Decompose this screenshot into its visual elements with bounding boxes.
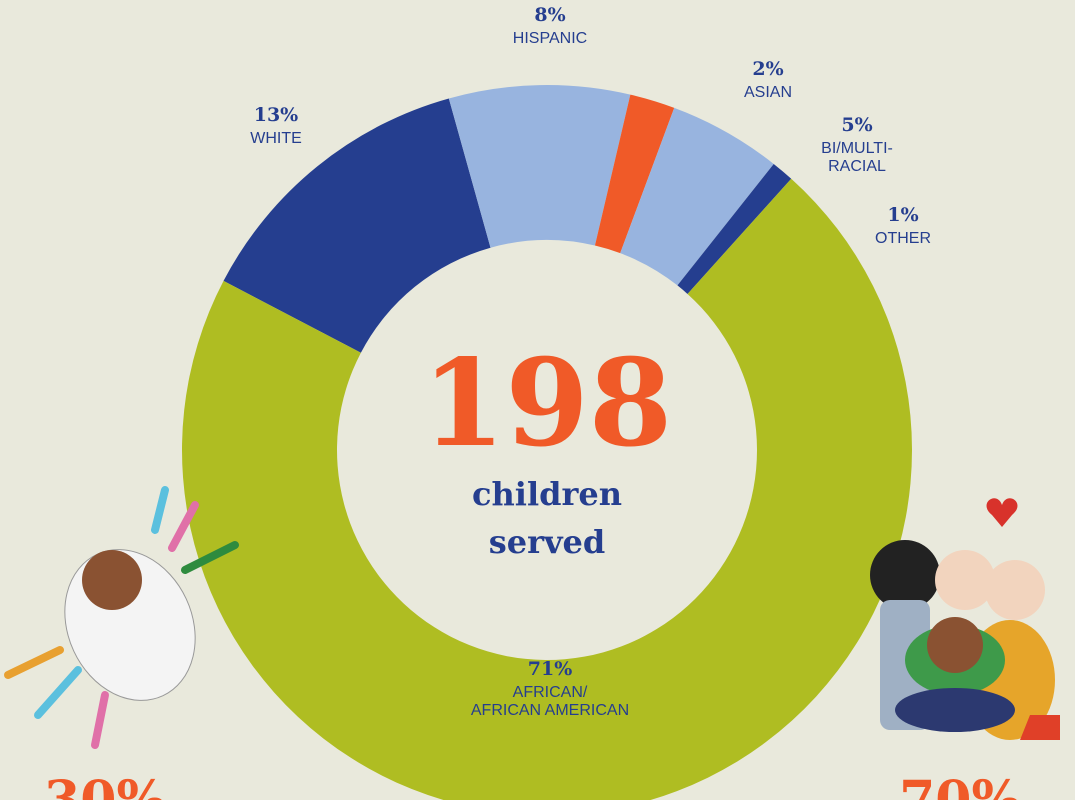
donut-slice [620,107,774,286]
donut-slice [594,94,675,254]
baby-illustration [4,486,239,749]
donut [182,85,912,800]
center-value: 198 [422,333,673,474]
right-stat: 70% [899,770,1021,800]
slice-value-label: 13% [253,104,299,126]
donut-slice [182,178,912,800]
slice-category-label: WHITE [250,130,302,147]
slice-category-label: BI/MULTI- RACIAL [821,140,893,175]
slice-value-label: 2% [752,58,784,80]
slice-category-label: OTHER [875,230,931,247]
slice-category-label: HISPANIC [512,30,588,47]
donut-slice [448,85,631,248]
center-label: children [472,475,622,513]
slice-label: 13% WHITE [250,104,302,148]
center-label: served [489,523,606,561]
slice-category-label: AFRICAN/ AFRICAN AMERICAN [470,684,630,719]
donut-slice [223,98,491,353]
slice-label: 5% BI/MULTI- RACIAL [821,114,893,176]
slice-category-label: ASIAN [743,84,793,101]
left-stat: 30% [44,770,166,800]
slice-value-label: 71% [527,658,573,680]
slice-value-label: 8% [534,4,566,26]
donut-slice [677,163,792,294]
slice-label: 71% AFRICAN/ AFRICAN AMERICAN [471,658,629,720]
slice-label: 8% HISPANIC [513,4,587,48]
slice-value-label: 1% [887,204,919,226]
slice-label: 2% ASIAN [744,58,792,102]
slice-label: 1% OTHER [875,204,931,248]
slice-value-label: 5% [841,114,873,136]
children-illustration [870,498,1060,740]
